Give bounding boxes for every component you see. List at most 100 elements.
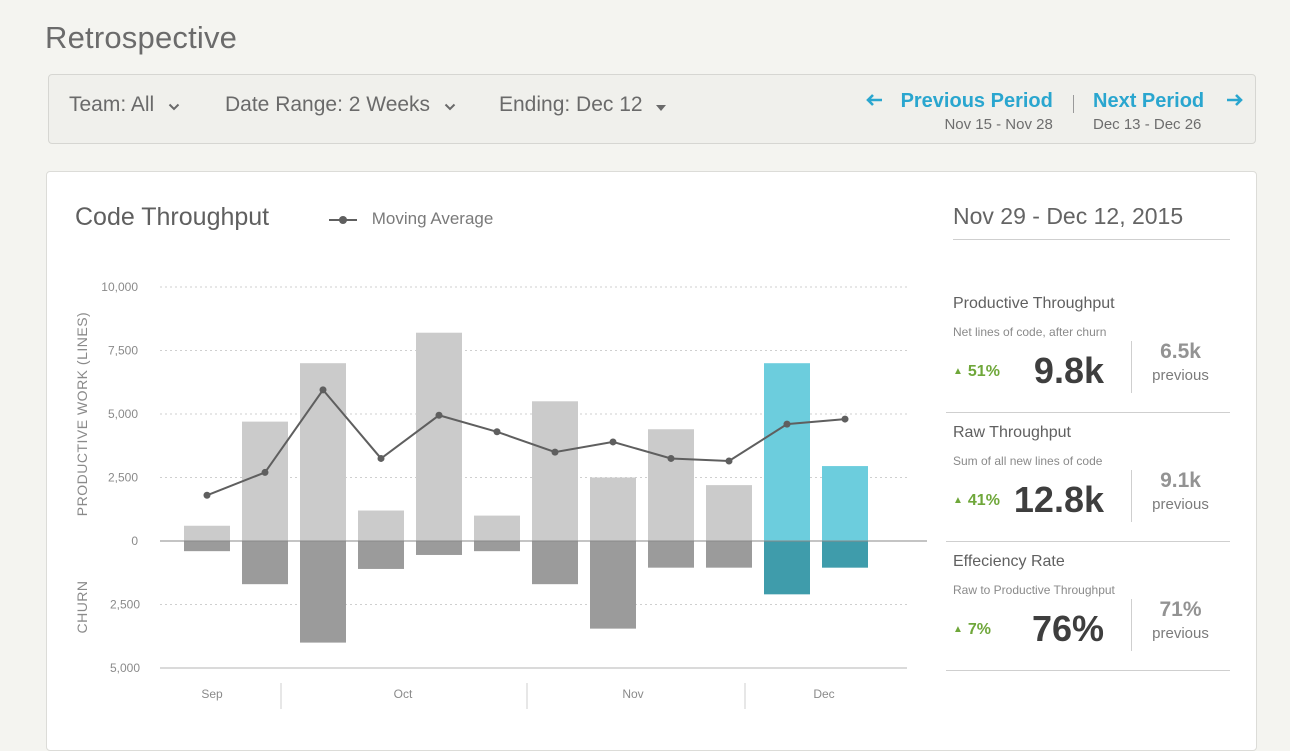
productive-bar xyxy=(532,401,578,541)
triangle-up-icon: ▲ xyxy=(953,624,963,635)
metric-divider xyxy=(1131,599,1132,651)
legend-label: Moving Average xyxy=(371,209,494,228)
filter-bar: Team: All Date Range: 2 Weeks Ending: De… xyxy=(48,74,1256,144)
metric-divider xyxy=(1131,470,1132,522)
metric-title: Effeciency Rate xyxy=(953,553,1065,570)
chart-legend: Moving Average xyxy=(329,209,493,229)
moving-average-point xyxy=(203,491,211,499)
churn-tick-label: 5,000 xyxy=(110,661,140,675)
date-range-label: Date Range: 2 Weeks xyxy=(225,93,431,116)
productive-bar xyxy=(358,510,404,541)
y-tick-label: 10,000 xyxy=(101,280,138,294)
y-tick-label: 7,500 xyxy=(108,344,138,358)
metric-change: ▲ 41% xyxy=(953,492,1000,510)
churn-bar xyxy=(242,541,288,585)
caret-down-icon xyxy=(656,93,667,117)
productive-bar xyxy=(590,477,636,541)
metric-title: Productive Throughput xyxy=(953,295,1115,312)
moving-average-point xyxy=(841,415,849,423)
productive-bar xyxy=(764,363,810,541)
metric-raw-throughput: Raw Throughput Sum of all new lines of c… xyxy=(946,414,1230,542)
month-label: Sep xyxy=(201,687,223,701)
metric-previous-label: previous xyxy=(1152,625,1209,642)
churn-tick-label: 2,500 xyxy=(110,598,140,612)
metric-previous-value: 9.1k xyxy=(1160,469,1201,492)
metric-change: ▲ 7% xyxy=(953,621,991,639)
triangle-up-icon: ▲ xyxy=(953,495,963,506)
moving-average-point xyxy=(783,420,791,428)
moving-average-point xyxy=(261,468,269,476)
churn-bar xyxy=(648,541,694,568)
ending-date-label: Ending: Dec 12 xyxy=(499,93,643,116)
churn-bar xyxy=(532,541,578,585)
churn-bar xyxy=(474,541,520,552)
metric-previous-label: previous xyxy=(1152,496,1209,513)
metric-change-value: 51% xyxy=(967,363,1000,380)
y-axis-title: PRODUCTIVE WORK (LINES) xyxy=(74,312,90,516)
throughput-chart: 10,000 7,500 5,000 2,500 0 2,500 5,000 PRODUCTI… xyxy=(74,280,927,709)
team-filter-label: Team: All xyxy=(69,93,155,116)
churn-bar xyxy=(764,541,810,595)
metric-subtitle: Net lines of code, after churn xyxy=(953,325,1107,339)
churn-bar xyxy=(358,541,404,569)
arrow-left-icon xyxy=(865,90,901,112)
moving-average-point xyxy=(667,454,675,462)
ending-date-dropdown[interactable]: Ending: Dec 12 xyxy=(499,93,667,117)
metric-productive-throughput: Productive Throughput Net lines of code,… xyxy=(946,285,1230,413)
code-throughput-card: Code Throughput Moving Average 10,000 7,5… xyxy=(46,171,1257,751)
moving-average-point xyxy=(609,438,617,446)
metric-previous-value: 6.5k xyxy=(1160,340,1201,363)
team-filter-dropdown[interactable]: Team: All xyxy=(69,93,180,117)
y-tick-label: 2,500 xyxy=(108,471,138,485)
moving-average-point xyxy=(377,454,385,462)
churn-bar xyxy=(300,541,346,643)
chevron-down-icon xyxy=(168,93,180,117)
arrow-right-icon xyxy=(1204,90,1244,112)
productive-bar xyxy=(706,485,752,541)
productive-bar xyxy=(822,466,868,541)
month-label: Oct xyxy=(394,687,413,701)
churn-bar xyxy=(184,541,230,552)
metric-change-value: 41% xyxy=(967,492,1000,509)
productive-bar xyxy=(242,421,288,541)
metric-change-value: 7% xyxy=(967,621,992,638)
y-tick-label: 5,000 xyxy=(108,407,138,421)
moving-average-point xyxy=(725,457,733,465)
metric-subtitle: Raw to Productive Throughput xyxy=(953,583,1115,597)
card-title: Code Throughput xyxy=(75,203,270,231)
previous-period-link[interactable]: Previous Period Nov 15 - Nov 28 xyxy=(865,90,1053,133)
metric-previous-label: previous xyxy=(1152,367,1209,384)
churn-bar xyxy=(416,541,462,555)
page-title: Retrospective xyxy=(45,20,238,55)
triangle-up-icon: ▲ xyxy=(953,366,963,377)
previous-period-label: Previous Period xyxy=(900,90,1053,112)
moving-average-point xyxy=(551,448,559,456)
metric-value: 12.8k xyxy=(1013,479,1104,520)
month-label: Nov xyxy=(622,687,643,701)
churn-axis-title: CHURN xyxy=(74,580,90,633)
metric-divider xyxy=(1131,341,1132,393)
moving-average-point xyxy=(493,428,501,436)
nav-divider xyxy=(1073,95,1074,113)
moving-average-point xyxy=(319,386,327,394)
metric-title: Raw Throughput xyxy=(953,424,1071,441)
productive-bar xyxy=(184,525,230,541)
metric-change: ▲ 51% xyxy=(953,363,1000,381)
productive-bar xyxy=(648,429,694,541)
next-period-label: Next Period xyxy=(1093,90,1205,112)
next-period-link[interactable]: Next Period Dec 13 - Dec 26 xyxy=(1093,90,1244,133)
metric-previous-value: 71% xyxy=(1159,598,1202,621)
moving-average-legend-icon xyxy=(329,209,372,228)
moving-average-line xyxy=(206,388,846,497)
churn-bar xyxy=(822,541,868,568)
productive-bar xyxy=(474,515,520,541)
metric-value: 76% xyxy=(1031,608,1104,649)
y-tick-label: 0 xyxy=(131,534,138,548)
month-label: Dec xyxy=(813,687,834,701)
metric-subtitle: Sum of all new lines of code xyxy=(953,454,1103,468)
next-period-range: Dec 13 - Dec 26 xyxy=(1093,116,1202,133)
moving-average-point xyxy=(435,411,443,419)
date-range-dropdown[interactable]: Date Range: 2 Weeks xyxy=(225,93,456,117)
churn-bar xyxy=(706,541,752,568)
period-title: Nov 29 - Dec 12, 2015 xyxy=(953,203,1230,240)
